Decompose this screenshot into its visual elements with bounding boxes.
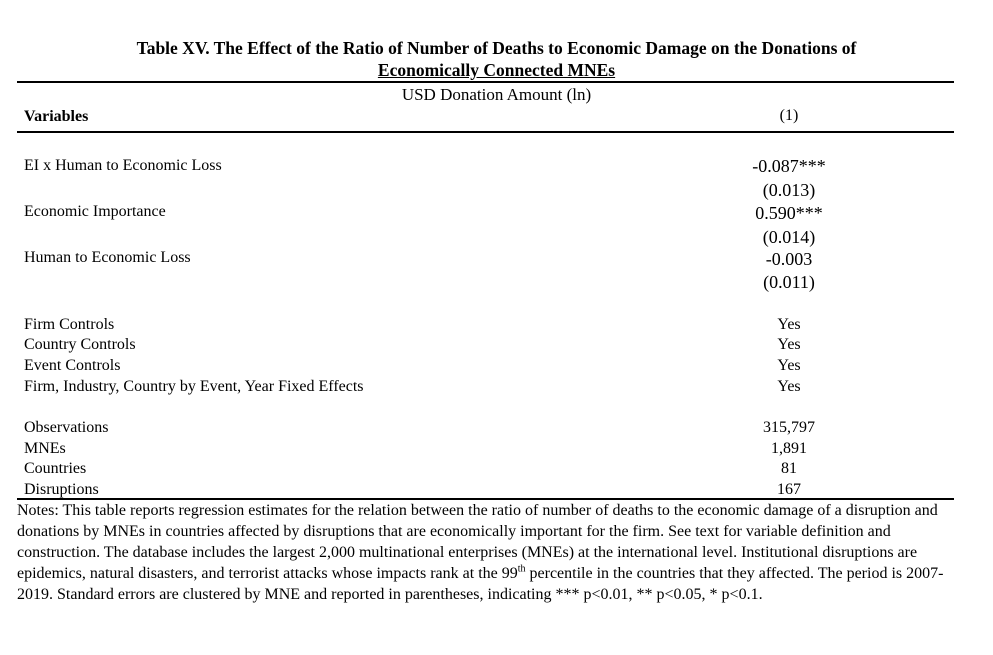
top-rule	[17, 81, 954, 83]
bottom-rule	[17, 498, 954, 500]
coef-row-label: EI x Human to Economic Loss	[24, 157, 222, 174]
coef-estimate: -0.003	[765, 249, 813, 269]
table-title-underlined: Economically Connected MNEs	[377, 60, 616, 80]
header-column-1: (1)	[779, 107, 799, 124]
notes-superscript: th	[517, 563, 526, 575]
coef-standard-error: (0.011)	[763, 272, 815, 292]
dependent-variable-label: USD Donation Amount (ln)	[401, 85, 592, 104]
stat-row-label: Observations	[24, 419, 109, 436]
stat-row-value: 315,797	[763, 419, 815, 436]
table-notes: Notes: This table reports regression est…	[17, 500, 957, 605]
stat-row-label: Disruptions	[24, 481, 99, 498]
stat-row-label: Countries	[24, 460, 87, 477]
notes-text-part-2: percentile in the countries that they af…	[17, 565, 944, 603]
table-title-line-1: Table XV. The Effect of the Ratio of Num…	[136, 38, 857, 58]
table-title-line-2: Economically Connected MNEs	[0, 60, 993, 80]
stat-row-value: 1,891	[771, 440, 807, 457]
stat-row-label: MNEs	[24, 440, 66, 457]
control-row-label: Event Controls	[24, 357, 121, 374]
coef-row-label: Human to Economic Loss	[24, 249, 191, 266]
control-row-label: Firm, Industry, Country by Event, Year F…	[24, 378, 364, 395]
header-rule	[17, 131, 954, 133]
stat-row-value: 81	[781, 460, 797, 477]
stat-row-value: 167	[777, 481, 801, 498]
coef-estimate: -0.087***	[752, 156, 826, 176]
coef-row-label: Economic Importance	[24, 203, 166, 220]
control-row-value: Yes	[777, 357, 801, 374]
control-row-value: Yes	[777, 316, 801, 333]
notes-text-part-1: Notes: This table reports regression est…	[17, 502, 938, 582]
control-row-value: Yes	[777, 336, 801, 353]
control-row-label: Country Controls	[24, 336, 136, 353]
header-variables: Variables	[24, 108, 89, 125]
control-row-label: Firm Controls	[24, 316, 115, 333]
control-row-value: Yes	[777, 378, 801, 395]
coef-standard-error: (0.014)	[762, 227, 816, 247]
coef-standard-error: (0.013)	[762, 180, 816, 200]
coef-estimate: 0.590***	[755, 203, 823, 223]
